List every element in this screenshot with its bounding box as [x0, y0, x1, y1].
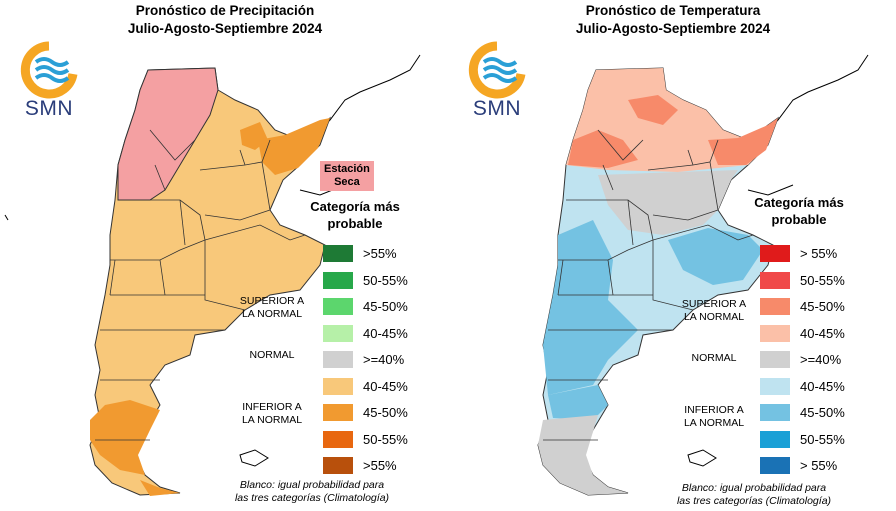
- legend-title: Categoría más probable: [754, 195, 844, 227]
- legend-swatch: [760, 457, 790, 474]
- legend-label: >55%: [363, 458, 397, 473]
- footnote: Blanco: igual probabilidad para las tres…: [234, 479, 390, 504]
- legend-swatch: [760, 404, 790, 421]
- province-borders: [543, 129, 754, 441]
- legend-swatch: [760, 271, 790, 289]
- smn-logo: SMN: [18, 40, 80, 122]
- legend-swatch: [323, 245, 353, 262]
- legend-swatch: [760, 324, 790, 342]
- inferior-45-50-south: [90, 400, 160, 475]
- legend-label: 45-50%: [363, 299, 408, 314]
- legend-label: 50-55%: [363, 431, 408, 447]
- title-line-2: Julio-Agosto-Septiembre 2024: [575, 21, 771, 36]
- legend-swatch: [323, 351, 353, 368]
- legend-swatch: [760, 351, 790, 368]
- legend-label: 50-55%: [800, 272, 845, 288]
- temperature-panel: Pronóstico de Temperatura Julio-Agosto-S…: [448, 0, 896, 511]
- legend-label: 40-45%: [363, 378, 408, 394]
- legend-title: Categoría más probable: [310, 199, 400, 231]
- legend-swatch: [323, 377, 353, 395]
- superior-45-50-north: [568, 130, 638, 168]
- legend-label: 50-55%: [800, 431, 845, 447]
- title-line-1: Pronóstico de Precipitación: [135, 3, 315, 18]
- superior-45-50-northeast: [708, 118, 778, 165]
- group-inferior: INFERIOR A LA NORMAL: [241, 401, 303, 426]
- inferior-45-50-east: [240, 122, 268, 150]
- malvinas-islands: [687, 449, 717, 467]
- legend-swatch: [760, 430, 790, 448]
- inferior-45-50-pampa: [668, 228, 763, 285]
- dry-season-region: [117, 67, 219, 201]
- group-inferior: INFERIOR A LA NORMAL: [683, 404, 745, 429]
- legend-label: 40-45%: [800, 325, 845, 341]
- precipitation-title: Pronóstico de Precipitación Julio-Agosto…: [60, 2, 390, 38]
- neighbour-coastline: [747, 54, 869, 196]
- smn-logo-icon: [20, 41, 78, 99]
- legend-swatch: [760, 377, 790, 395]
- inferior-45-50-northeast: [258, 118, 330, 175]
- group-superior: SUPERIOR A LA NORMAL: [239, 295, 305, 320]
- legend-label: >=40%: [800, 352, 842, 367]
- inferior-45-50-west: [543, 220, 638, 395]
- smn-logo: SMN: [466, 40, 528, 122]
- legend-label: 40-45%: [363, 325, 408, 341]
- legend-label: 45-50%: [800, 299, 845, 314]
- legend-label: 40-45%: [800, 378, 845, 394]
- smn-logo-icon: [468, 41, 526, 99]
- dry-season-label: Estación Seca: [320, 161, 374, 191]
- group-normal: NORMAL: [691, 352, 737, 364]
- superior-45-50-northcentral: [628, 95, 678, 125]
- temperature-title: Pronóstico de Temperatura Julio-Agosto-S…: [508, 2, 838, 38]
- legend-label: >55%: [363, 246, 397, 261]
- inferior-45-50-tierra: [140, 480, 180, 496]
- legend-swatch: [323, 271, 353, 289]
- province-borders: [95, 129, 306, 441]
- malvinas-islands: [239, 449, 269, 467]
- normal-south: [538, 415, 628, 495]
- legend-label: 45-50%: [363, 405, 408, 420]
- smn-logo-text: SMN: [472, 97, 522, 120]
- legend-swatch: [760, 245, 790, 262]
- precipitation-panel: Pronóstico de Precipitación Julio-Agosto…: [4, 2, 421, 504]
- temperature-map: [537, 54, 869, 496]
- smn-logo-text: SMN: [24, 97, 74, 120]
- legend-swatch: [323, 404, 353, 421]
- legend-label: >=40%: [363, 352, 405, 367]
- normal-center: [598, 170, 738, 235]
- title-line-2: Julio-Agosto-Septiembre 2024: [127, 21, 323, 36]
- legend-swatch: [323, 324, 353, 342]
- legend-swatch: [323, 457, 353, 474]
- footnote: Blanco: igual probabilidad para las tres…: [676, 482, 832, 507]
- legend-label: > 55%: [800, 246, 838, 261]
- precipitation-map: [4, 54, 421, 496]
- legend-label: 45-50%: [800, 405, 845, 420]
- group-superior: SUPERIOR A LA NORMAL: [681, 298, 747, 323]
- title-line-1: Pronóstico de Temperatura: [585, 3, 761, 18]
- legend-swatch: [323, 430, 353, 448]
- legend-swatch: [760, 298, 790, 315]
- legend-label: > 55%: [800, 458, 838, 473]
- legend-label: 50-55%: [363, 272, 408, 288]
- group-normal: NORMAL: [249, 349, 295, 361]
- legend-swatch: [323, 298, 353, 315]
- inferior-45-50-south: [548, 385, 608, 420]
